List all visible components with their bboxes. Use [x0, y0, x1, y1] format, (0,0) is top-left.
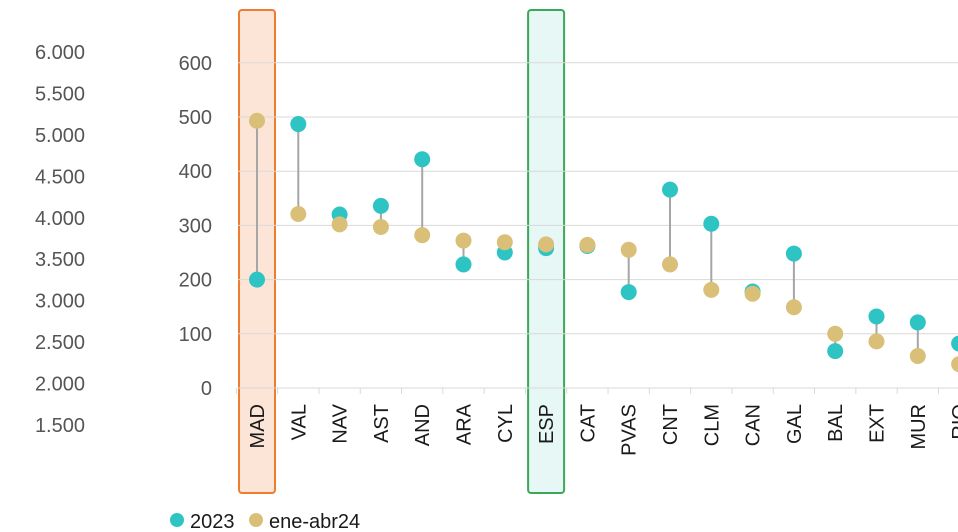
connectors — [256, 120, 919, 357]
point-s2-gal — [785, 299, 802, 316]
point-s2-rio — [951, 356, 958, 373]
secondary-y-tick-label: 3.500 — [35, 249, 85, 271]
category-label-pvas: PVAS — [619, 404, 641, 456]
category-label-ast: AST — [371, 404, 393, 443]
point-s2-can — [744, 285, 761, 302]
legend-label-ene-abr24: ene-abr24 — [269, 511, 360, 532]
point-s2-nav — [331, 216, 348, 233]
y-tick-label: 600 — [179, 53, 212, 75]
y-tick-label: 400 — [179, 161, 212, 183]
category-label-rio: RIO — [949, 404, 958, 440]
category-label-and: AND — [412, 404, 434, 446]
point-s2-mur — [909, 348, 926, 365]
secondary-y-tick-label: 4.500 — [35, 166, 85, 188]
category-label-esp: ESP — [536, 404, 558, 444]
secondary-y-tick-label: 5.500 — [35, 83, 85, 105]
secondary-y-tick-label: 6.000 — [35, 42, 85, 64]
secondary-y-tick-label: 2.500 — [35, 332, 85, 354]
point-s2-cnt — [662, 256, 678, 273]
category-label-can: CAN — [743, 404, 765, 446]
y-tick-label: 200 — [179, 270, 212, 292]
data-points — [249, 112, 958, 373]
y-tick-label: 500 — [179, 107, 212, 129]
category-label-ext: EXT — [867, 404, 889, 443]
secondary-y-tick-label: 4.000 — [35, 208, 85, 230]
legend-label-2023: 2023 — [190, 511, 235, 532]
point-s2-ext — [868, 333, 885, 350]
secondary-y-tick-label: 2.000 — [35, 374, 85, 396]
category-label-cyl: CYL — [495, 404, 517, 443]
point-s2-clm — [703, 281, 720, 298]
category-label-bal: BAL — [825, 404, 847, 442]
point-s1-gal — [785, 245, 802, 262]
category-label-cat: CAT — [577, 404, 599, 443]
secondary-y-tick-label: 3.000 — [35, 291, 85, 313]
primary-y-axis: 0 100 200 300 400 500 600 — [179, 53, 212, 400]
y-tick-label: 100 — [179, 324, 212, 346]
point-s2-and — [414, 227, 431, 244]
point-s1-mur — [909, 314, 926, 331]
category-label-clm: CLM — [701, 404, 723, 446]
y-tick-label: 0 — [201, 378, 212, 400]
secondary-y-tick-label: 1.500 — [35, 415, 85, 437]
category-axis: MAD VAL NAV AST AND ARA CYL ESP CAT PVAS CNT CLM CAN… — [247, 403, 958, 456]
point-s2-ast — [372, 219, 389, 236]
category-label-gal: GAL — [784, 404, 806, 444]
category-label-nav: NAV — [330, 403, 352, 443]
point-s1-clm — [703, 215, 720, 232]
category-label-mur: MUR — [908, 404, 930, 450]
category-label-mad: MAD — [247, 404, 269, 448]
point-s2-esp — [538, 236, 555, 253]
gridlines — [235, 62, 958, 394]
y-tick-label: 300 — [179, 215, 212, 237]
point-s2-bal — [827, 325, 844, 342]
point-s1-ara — [455, 256, 472, 273]
legend-marker-2023 — [170, 513, 184, 527]
secondary-y-axis: 1.500 2.000 2.500 3.000 3.500 4.000 4.500 5.000… — [35, 42, 85, 437]
point-s1-bal — [827, 343, 844, 360]
point-s2-ara — [455, 232, 472, 249]
point-s1-val — [290, 116, 307, 133]
point-s2-pvas — [620, 241, 637, 258]
point-s2-cat — [579, 236, 596, 253]
secondary-y-tick-label: 5.000 — [35, 125, 85, 147]
point-s1-ext — [868, 308, 885, 325]
point-s2-val — [290, 206, 307, 223]
point-s1-ast — [372, 197, 389, 214]
point-s1-cnt — [662, 181, 678, 198]
point-s1-and — [414, 151, 431, 168]
point-s2-mad — [249, 112, 265, 129]
legend-marker-ene-abr24 — [249, 513, 263, 527]
point-s1-rio — [951, 335, 958, 352]
point-s2-cyl — [496, 234, 513, 251]
category-label-ara: ARA — [454, 403, 476, 445]
point-s1-pvas — [620, 284, 637, 301]
point-s1-mad — [249, 271, 265, 288]
category-label-val: VAL — [288, 404, 310, 440]
category-label-cnt: CNT — [660, 404, 682, 445]
legend: 2023 ene-abr24 — [170, 511, 360, 532]
